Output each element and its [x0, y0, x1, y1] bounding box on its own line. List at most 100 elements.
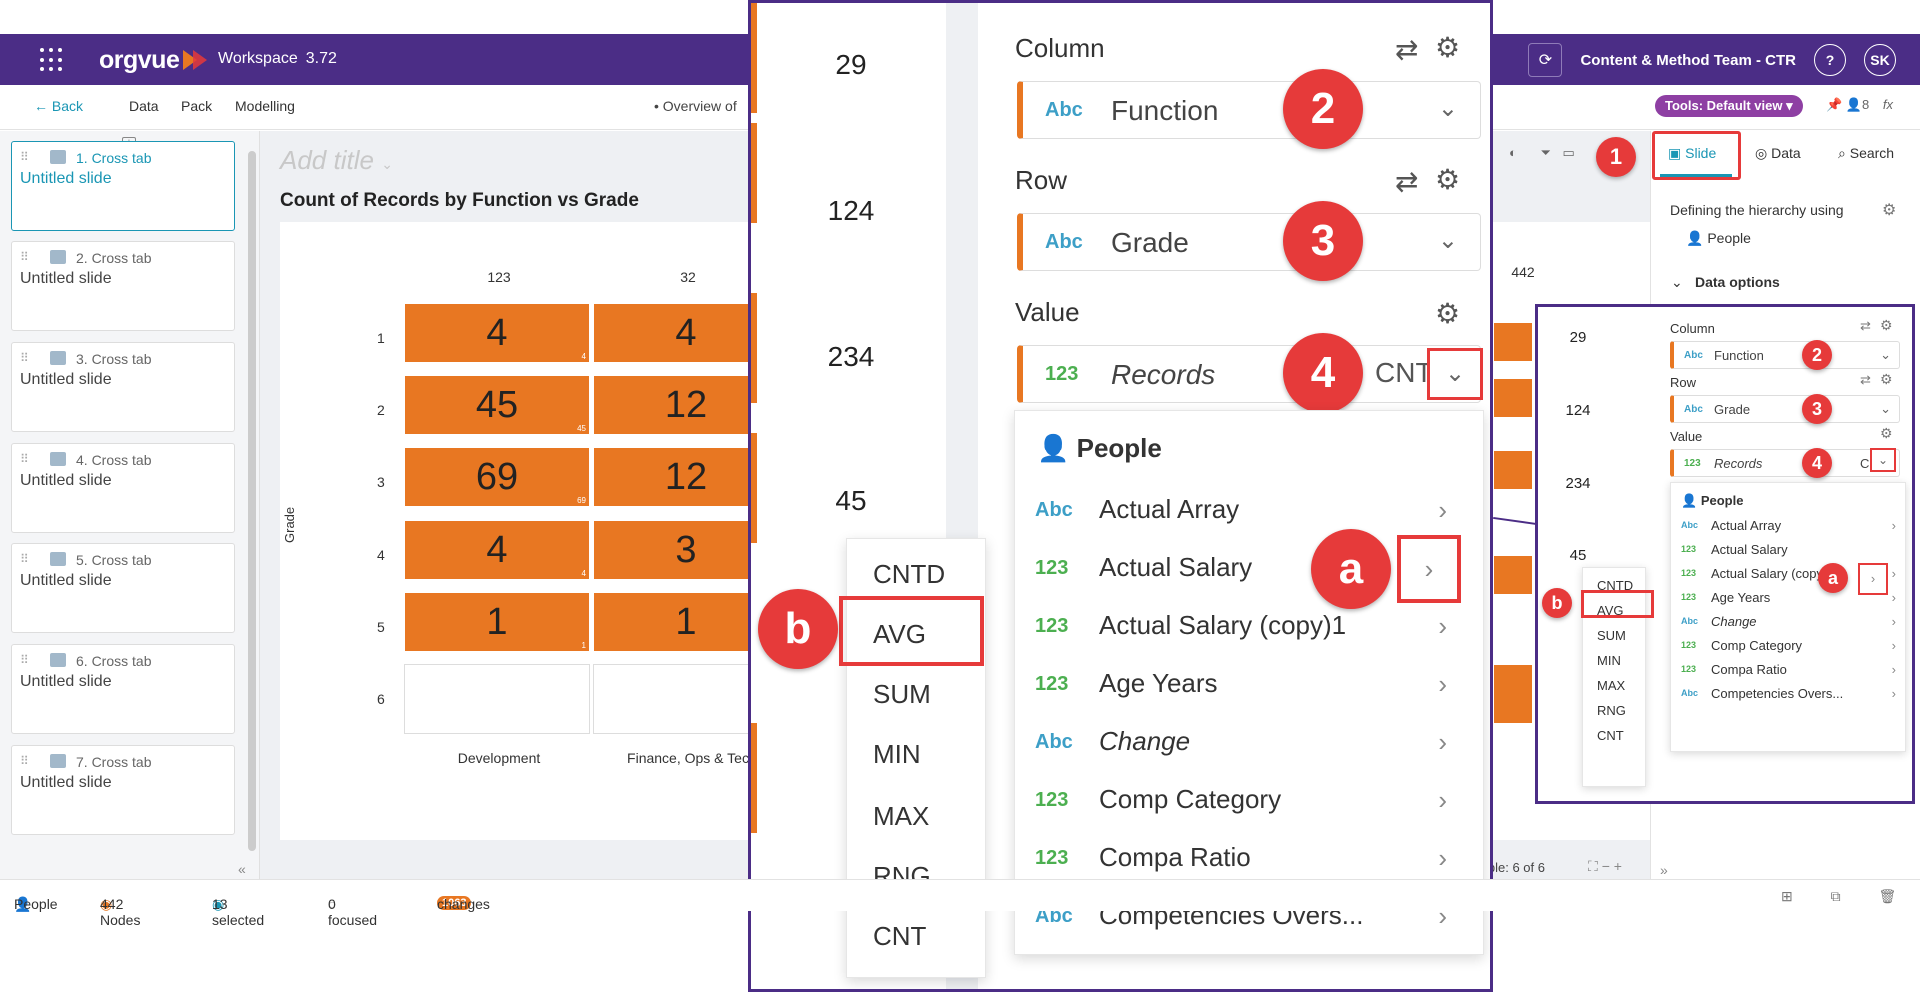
team-name[interactable]: Content & Method Team - CTR [1580, 51, 1796, 69]
table-cell[interactable] [1493, 378, 1533, 418]
filter-icon[interactable]: ⏷ [1540, 145, 1551, 160]
swap-icon[interactable]: ⇄ [1395, 34, 1419, 65]
slide-card-7[interactable]: ⠿ 7. Cross tab Untitled slide [11, 745, 235, 835]
dropdown-item[interactable]: 123 Actual Salary (copy)1 › [1035, 610, 1447, 641]
zoom-controls[interactable]: ⛶ − + [1588, 858, 1622, 875]
dropdown-item[interactable]: 123 Comp Category › [1035, 784, 1447, 815]
comment-icon[interactable]: ▭ [1562, 145, 1575, 160]
table-cell[interactable] [1493, 322, 1533, 362]
nav-data[interactable]: Data [129, 98, 159, 114]
slide-card-2[interactable]: ⠿ 2. Cross tab Untitled slide [11, 241, 235, 331]
dropdown-item[interactable]: Abc Actual Array › [1035, 494, 1447, 525]
column-field-select[interactable]: Abc Function ⌄ [1017, 81, 1481, 139]
slide-card-4[interactable]: ⠿ 4. Cross tab Untitled slide [11, 443, 235, 533]
refresh-button[interactable]: ⟳ [1528, 43, 1563, 77]
gear-icon[interactable]: ⚙ [1880, 425, 1893, 441]
table-cell[interactable] [1493, 664, 1533, 724]
table-cell-empty[interactable] [404, 664, 590, 734]
dropdown-item[interactable]: 123 Compa Ratio › [1035, 842, 1447, 873]
help-button[interactable]: ? [1814, 44, 1846, 76]
agg-option[interactable]: RNG [1597, 703, 1626, 718]
agg-option[interactable]: MIN [873, 739, 921, 769]
dropdown-item[interactable]: 123 Age Years › [1035, 668, 1447, 699]
back-link[interactable]: ← Back [34, 98, 84, 114]
trash-icon[interactable]: 🗑 [1878, 888, 1897, 904]
data-options-header[interactable]: ⌄ Data options [1671, 274, 1780, 290]
swap-icon[interactable]: ⇄ [1395, 166, 1419, 197]
drag-handle-icon[interactable]: ⠿ [20, 150, 29, 164]
slide-card-6[interactable]: ⠿ 6. Cross tab Untitled slide [11, 644, 235, 734]
agg-option[interactable]: CNTD [873, 559, 946, 589]
table-cell[interactable] [1493, 555, 1533, 595]
gear-icon[interactable]: ⚙ [1880, 371, 1893, 387]
slide-panel-scrollbar[interactable] [248, 151, 256, 851]
agg-option[interactable]: SUM [1597, 628, 1626, 643]
gear-icon[interactable]: ⚙ [1435, 298, 1461, 329]
formula-icon[interactable]: fx [1882, 97, 1893, 112]
drag-handle-icon[interactable]: ⠿ [20, 754, 29, 768]
dropdown-item[interactable]: 123 Actual Salary [1035, 552, 1253, 582]
gear-icon[interactable]: ⚙ [1435, 164, 1461, 195]
nav-modelling[interactable]: Modelling [235, 98, 295, 114]
tab-data[interactable]: ◎ Data [1755, 145, 1801, 161]
drag-handle-icon[interactable]: ⠿ [20, 552, 29, 566]
gear-icon[interactable]: ⚙ [1880, 317, 1893, 333]
palette-icon[interactable]: ◐ [1509, 145, 1517, 160]
agg-option[interactable]: MIN [1597, 653, 1621, 668]
agg-option[interactable]: CNTD [1597, 578, 1634, 593]
zoom-in-icon[interactable]: + [1613, 858, 1622, 874]
agg-option[interactable]: MAX [1597, 678, 1626, 693]
agg-option[interactable]: AVG [873, 619, 926, 649]
drag-handle-icon[interactable]: ⠿ [20, 452, 29, 466]
hierarchy-source[interactable]: 👤 People [1686, 230, 1751, 246]
dropdown-item[interactable]: Abc Change › [1035, 726, 1447, 757]
gear-icon[interactable]: ⚙ [1882, 202, 1897, 219]
aggregation-dropdown-toggle[interactable]: ⌄ [1427, 348, 1483, 400]
submenu-arrow-highlight[interactable]: › [1397, 535, 1461, 603]
drag-handle-icon[interactable]: ⠿ [20, 351, 29, 365]
table-cell[interactable]: 45 45 [404, 375, 590, 435]
chevron-down-icon[interactable]: ⌄ [381, 156, 393, 172]
submenu-arrow-highlight[interactable]: › [1858, 563, 1888, 595]
nav-pack[interactable]: Pack [181, 98, 213, 114]
zoom-out-icon[interactable]: − [1601, 858, 1610, 874]
duplicate-icon[interactable]: ⧉ [1830, 888, 1841, 904]
agg-option[interactable]: CNT [1597, 728, 1624, 743]
tab-search[interactable]: ⌕ Search [1838, 145, 1895, 161]
agg-option[interactable]: SUM [873, 679, 931, 709]
fit-icon[interactable]: ⛶ [1588, 858, 1598, 874]
aggregation-dropdown-toggle[interactable]: ⌄ [1870, 448, 1896, 472]
slide-title: Untitled slide [20, 472, 112, 489]
avatar[interactable]: SK [1864, 44, 1896, 76]
slide-card-5[interactable]: ⠿ 5. Cross tab Untitled slide [11, 543, 235, 633]
row-field-select[interactable]: Abc Grade ⌄ [1670, 395, 1900, 423]
tools-view-dropdown[interactable]: Tools: Default view ▾ [1655, 95, 1803, 117]
swap-icon[interactable]: ⇄ [1860, 372, 1871, 387]
agg-option[interactable]: MAX [873, 801, 930, 831]
app-grid-icon[interactable] [40, 48, 64, 72]
gear-icon[interactable]: ⚙ [1435, 32, 1461, 63]
swap-icon[interactable]: ⇄ [1860, 318, 1871, 333]
column-field-select[interactable]: Abc Function ⌄ [1670, 341, 1900, 369]
table-cell[interactable]: 69 69 [404, 447, 590, 507]
agg-option[interactable]: CNT [873, 921, 927, 951]
drag-handle-icon[interactable]: ⠿ [20, 653, 29, 667]
pin-icon[interactable]: 📌 [1826, 97, 1843, 112]
tab-slide[interactable]: ▣ Slide [1668, 145, 1717, 161]
table-cell[interactable] [1493, 450, 1533, 490]
expand-panel-icon[interactable]: » [1660, 862, 1668, 878]
agg-option[interactable]: AVG [1597, 603, 1624, 618]
collapse-panel-icon[interactable]: « [238, 861, 246, 877]
overview-tab[interactable]: • Overview of [654, 98, 737, 114]
value-field-select[interactable]: 123 Records [1017, 345, 1481, 403]
add-title-placeholder[interactable]: Add title ⌄ [280, 145, 393, 175]
drag-handle-icon[interactable]: ⠿ [20, 250, 29, 264]
add-icon[interactable]: ⊞ [1781, 888, 1793, 904]
slide-card-1[interactable]: ⠿ 1. Cross tab Untitled slide [11, 141, 235, 231]
slide-card-3[interactable]: ⠿ 3. Cross tab Untitled slide [11, 342, 235, 432]
row-field-select[interactable]: Abc Grade ⌄ [1017, 213, 1481, 271]
